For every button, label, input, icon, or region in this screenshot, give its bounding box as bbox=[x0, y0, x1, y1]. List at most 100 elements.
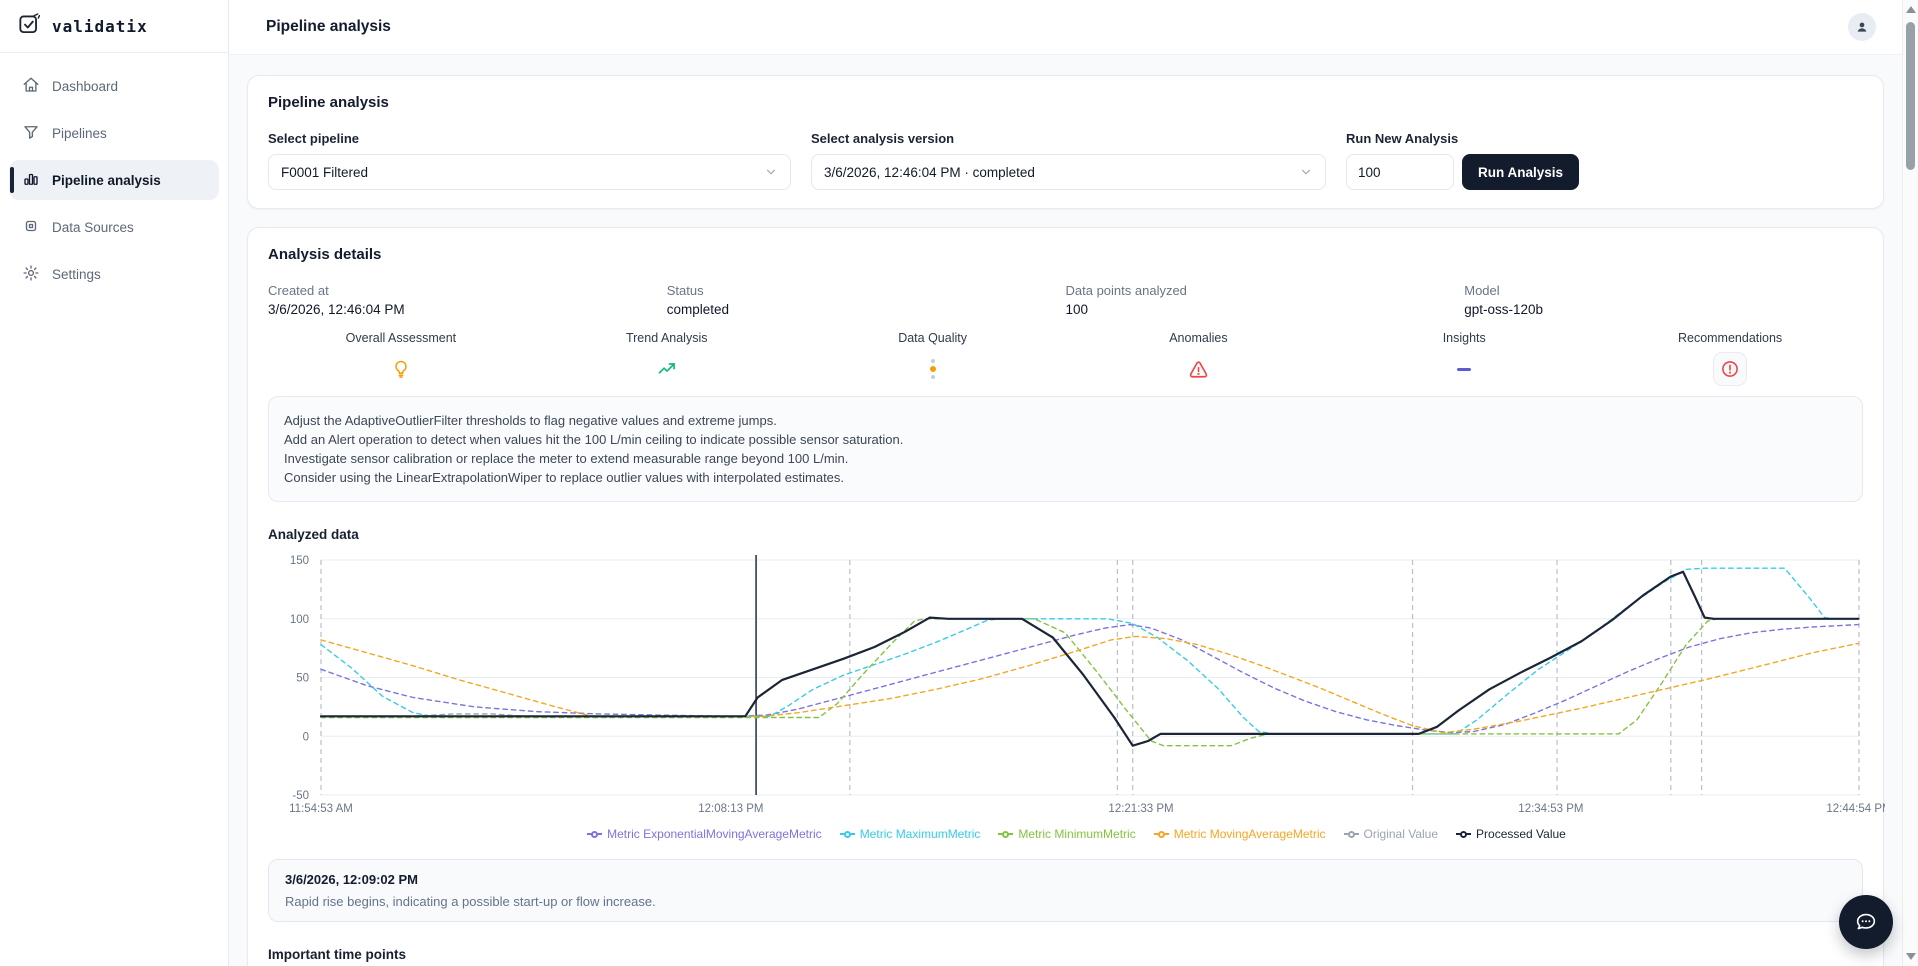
sidebar: validatix Dashboard Pipelines bbox=[0, 0, 229, 966]
legend-item-3: Metric MovingAverageMetric bbox=[1153, 827, 1326, 841]
sidebar-item-label: Settings bbox=[52, 266, 101, 282]
sidebar-item-settings[interactable]: Settings bbox=[9, 254, 219, 294]
select-version-group: Select analysis version 3/6/2026, 12:46:… bbox=[811, 131, 1326, 190]
legend-marker-icon bbox=[1153, 829, 1169, 839]
recommendation-line: Consider using the LinearExtrapolationWi… bbox=[284, 470, 845, 485]
detail-value: gpt-oss-120b bbox=[1464, 302, 1544, 317]
detail-value: 3/6/2026, 12:46:04 PM bbox=[268, 302, 405, 317]
detail-status: Status completed bbox=[667, 283, 1066, 317]
legend-marker-icon bbox=[998, 829, 1014, 839]
analysis-version-value: 3/6/2026, 12:46:04 PM · completed bbox=[824, 164, 1035, 180]
y-axis-tick-label: 150 bbox=[290, 555, 309, 567]
scrollbar-down-arrow-icon[interactable] bbox=[1905, 953, 1916, 960]
analysis-version-select[interactable]: 3/6/2026, 12:46:04 PM · completed bbox=[811, 154, 1326, 190]
chart-legend: Metric ExponentialMovingAverageMetric Me… bbox=[268, 827, 1885, 841]
legend-item-2: Metric MinimumMetric bbox=[998, 827, 1136, 841]
indicator-trend-analysis: Trend Analysis bbox=[534, 331, 800, 384]
run-analysis-button[interactable]: Run Analysis bbox=[1462, 154, 1580, 190]
main-content: Pipeline analysis Select pipeline F0001 … bbox=[229, 55, 1902, 966]
legend-item-5: Processed Value bbox=[1456, 827, 1566, 841]
chevron-down-icon bbox=[1301, 169, 1311, 175]
sidebar-item-pipeline-analysis[interactable]: Pipeline analysis bbox=[9, 160, 219, 200]
series-line-5 bbox=[319, 570, 1860, 747]
bar-chart-icon bbox=[22, 170, 40, 191]
detail-label: Status bbox=[666, 283, 704, 298]
funnel-icon bbox=[22, 123, 40, 144]
page-title: Pipeline analysis bbox=[266, 18, 391, 35]
detail-label: Data points analyzed bbox=[1065, 283, 1187, 298]
detail-label: Model bbox=[1464, 283, 1500, 298]
pipeline-select-value: F0001 Filtered bbox=[281, 164, 369, 180]
indicator-data-quality: Data Quality bbox=[800, 331, 1066, 384]
recommendations-box: Adjust the AdaptiveOutlierFilter thresho… bbox=[268, 396, 1863, 502]
x-axis-tick-label: 12:08:13 PM bbox=[698, 803, 763, 815]
sidebar-item-label: Data Sources bbox=[52, 219, 134, 235]
active-indicator-bar bbox=[10, 167, 14, 193]
legend-item-4: Original Value bbox=[1343, 827, 1438, 841]
logo-checkbox-icon bbox=[16, 11, 42, 42]
sidebar-item-dashboard[interactable]: Dashboard bbox=[9, 66, 219, 106]
sidebar-nav: Dashboard Pipelines Pipeline analysis bbox=[0, 53, 228, 314]
pipeline-select[interactable]: F0001 Filtered bbox=[268, 154, 791, 190]
data-points-input[interactable] bbox=[1346, 154, 1454, 190]
recommendation-line: Investigate sensor calibration or replac… bbox=[284, 451, 849, 466]
user-avatar[interactable] bbox=[1848, 13, 1876, 41]
chat-button[interactable] bbox=[1839, 895, 1893, 949]
scrollbar-thumb[interactable] bbox=[1906, 22, 1915, 170]
run-analysis-group: Run New Analysis Run Analysis bbox=[1346, 131, 1580, 190]
scrollbar bbox=[1902, 0, 1918, 966]
home-icon bbox=[22, 76, 40, 97]
x-axis-tick-label: 12:21:33 PM bbox=[1108, 803, 1173, 815]
chip-icon bbox=[22, 217, 40, 238]
legend-marker-icon bbox=[1343, 829, 1359, 839]
indicator-insights: Insights bbox=[1331, 331, 1597, 384]
detail-value: completed bbox=[666, 302, 730, 317]
analysis-details-card: Analysis details Created at 3/6/2026, 12… bbox=[247, 227, 1892, 966]
legend-marker-icon bbox=[587, 829, 603, 839]
select-pipeline-label: Select pipeline bbox=[268, 131, 360, 146]
sidebar-item-data-sources[interactable]: Data Sources bbox=[9, 207, 219, 247]
logo: validatix bbox=[0, 0, 228, 53]
x-axis-tick-label: 11:54:53 AM bbox=[289, 803, 353, 815]
warning-triangle-icon bbox=[1066, 354, 1332, 384]
lightbulb-icon bbox=[268, 354, 534, 384]
indicator-anomalies: Anomalies bbox=[1066, 331, 1332, 384]
app-name: validatix bbox=[52, 16, 148, 36]
legend-item-1: Metric MaximumMetric bbox=[839, 827, 980, 841]
pipeline-analysis-card: Pipeline analysis Select pipeline F0001 … bbox=[247, 75, 1884, 209]
y-axis-tick-label: -50 bbox=[292, 790, 309, 802]
sidebar-item-label: Pipelines bbox=[52, 125, 107, 141]
select-version-label: Select analysis version bbox=[811, 131, 955, 146]
detail-data-points: Data points analyzed 100 bbox=[1066, 283, 1465, 317]
legend-marker-icon bbox=[839, 829, 855, 839]
top-header: Pipeline analysis bbox=[229, 0, 1902, 55]
x-axis-tick-label: 12:44:54 PM bbox=[1826, 803, 1885, 815]
form-row: Select pipeline F0001 Filtered Select an… bbox=[268, 131, 1863, 190]
dots-vertical-icon bbox=[800, 354, 1066, 384]
event-note-timestamp: 3/6/2026, 12:09:02 PM bbox=[285, 872, 418, 887]
analyzed-data-label: Analyzed data bbox=[268, 527, 359, 542]
sidebar-item-pipelines[interactable]: Pipelines bbox=[9, 113, 219, 153]
legend-item-0: Metric ExponentialMovingAverageMetric bbox=[587, 827, 822, 841]
detail-model: Model gpt-oss-120b bbox=[1464, 283, 1863, 317]
event-note: 3/6/2026, 12:09:02 PM Rapid rise begins,… bbox=[268, 859, 1863, 922]
indicator-recommendations: Recommendations bbox=[1597, 331, 1863, 386]
series-line-0 bbox=[320, 623, 1860, 734]
series-line-3 bbox=[320, 635, 1860, 734]
trending-up-icon bbox=[534, 354, 800, 384]
recommendation-line: Add an Alert operation to detect when va… bbox=[284, 432, 904, 447]
indicator-overall-assessment: Overall Assessment bbox=[268, 331, 534, 384]
legend-marker-icon bbox=[1456, 829, 1472, 839]
detail-created-at: Created at 3/6/2026, 12:46:04 PM bbox=[268, 283, 667, 317]
detail-label: Created at bbox=[268, 283, 329, 298]
scrollbar-up-arrow-icon[interactable] bbox=[1905, 6, 1916, 13]
y-axis-tick-label: 0 bbox=[303, 731, 309, 743]
run-new-analysis-label: Run New Analysis bbox=[1346, 131, 1459, 146]
chat-bubble-icon bbox=[1856, 913, 1876, 930]
alert-circle-icon bbox=[1713, 352, 1748, 386]
card-title: Analysis details bbox=[268, 246, 382, 263]
y-axis-tick-label: 100 bbox=[290, 614, 309, 626]
series-line-1 bbox=[320, 567, 1860, 735]
user-icon bbox=[1857, 22, 1867, 32]
